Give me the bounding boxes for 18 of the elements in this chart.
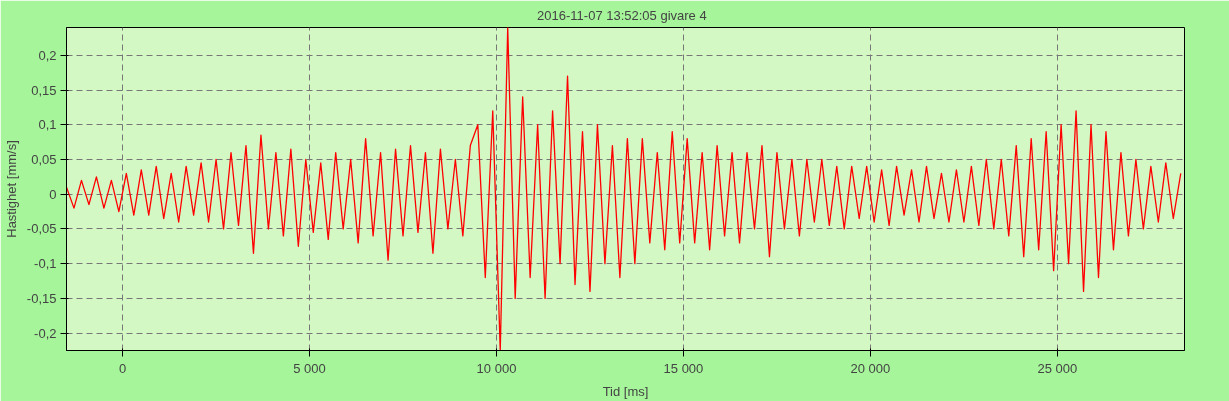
x-axis-title: Tid [ms] <box>602 383 649 399</box>
y-tick-label: 0,2 <box>38 47 57 63</box>
x-tick-label: 20 000 <box>850 360 891 376</box>
y-tick-label: -0,2 <box>34 325 57 341</box>
y-axis-title: Hastighet [mm/s] <box>3 140 19 238</box>
y-tick-label: -0,15 <box>26 290 57 306</box>
y-tick-label: 0,05 <box>31 151 57 167</box>
x-tick-label: 25 000 <box>1037 360 1078 376</box>
x-tick-label: 15 000 <box>663 360 704 376</box>
y-tick-label: 0,1 <box>38 117 57 133</box>
chart-title: 2016-11-07 13:52:05 givare 4 <box>537 7 707 23</box>
x-tick-label: 5 000 <box>293 360 326 376</box>
y-tick-label: 0 <box>49 186 57 202</box>
y-tick-label: -0,1 <box>34 256 57 272</box>
y-tick-label: 0,15 <box>31 82 57 98</box>
x-tick-label: 10 000 <box>476 360 517 376</box>
y-tick-label: -0,05 <box>26 221 57 237</box>
x-tick-label: 0 <box>118 360 127 376</box>
